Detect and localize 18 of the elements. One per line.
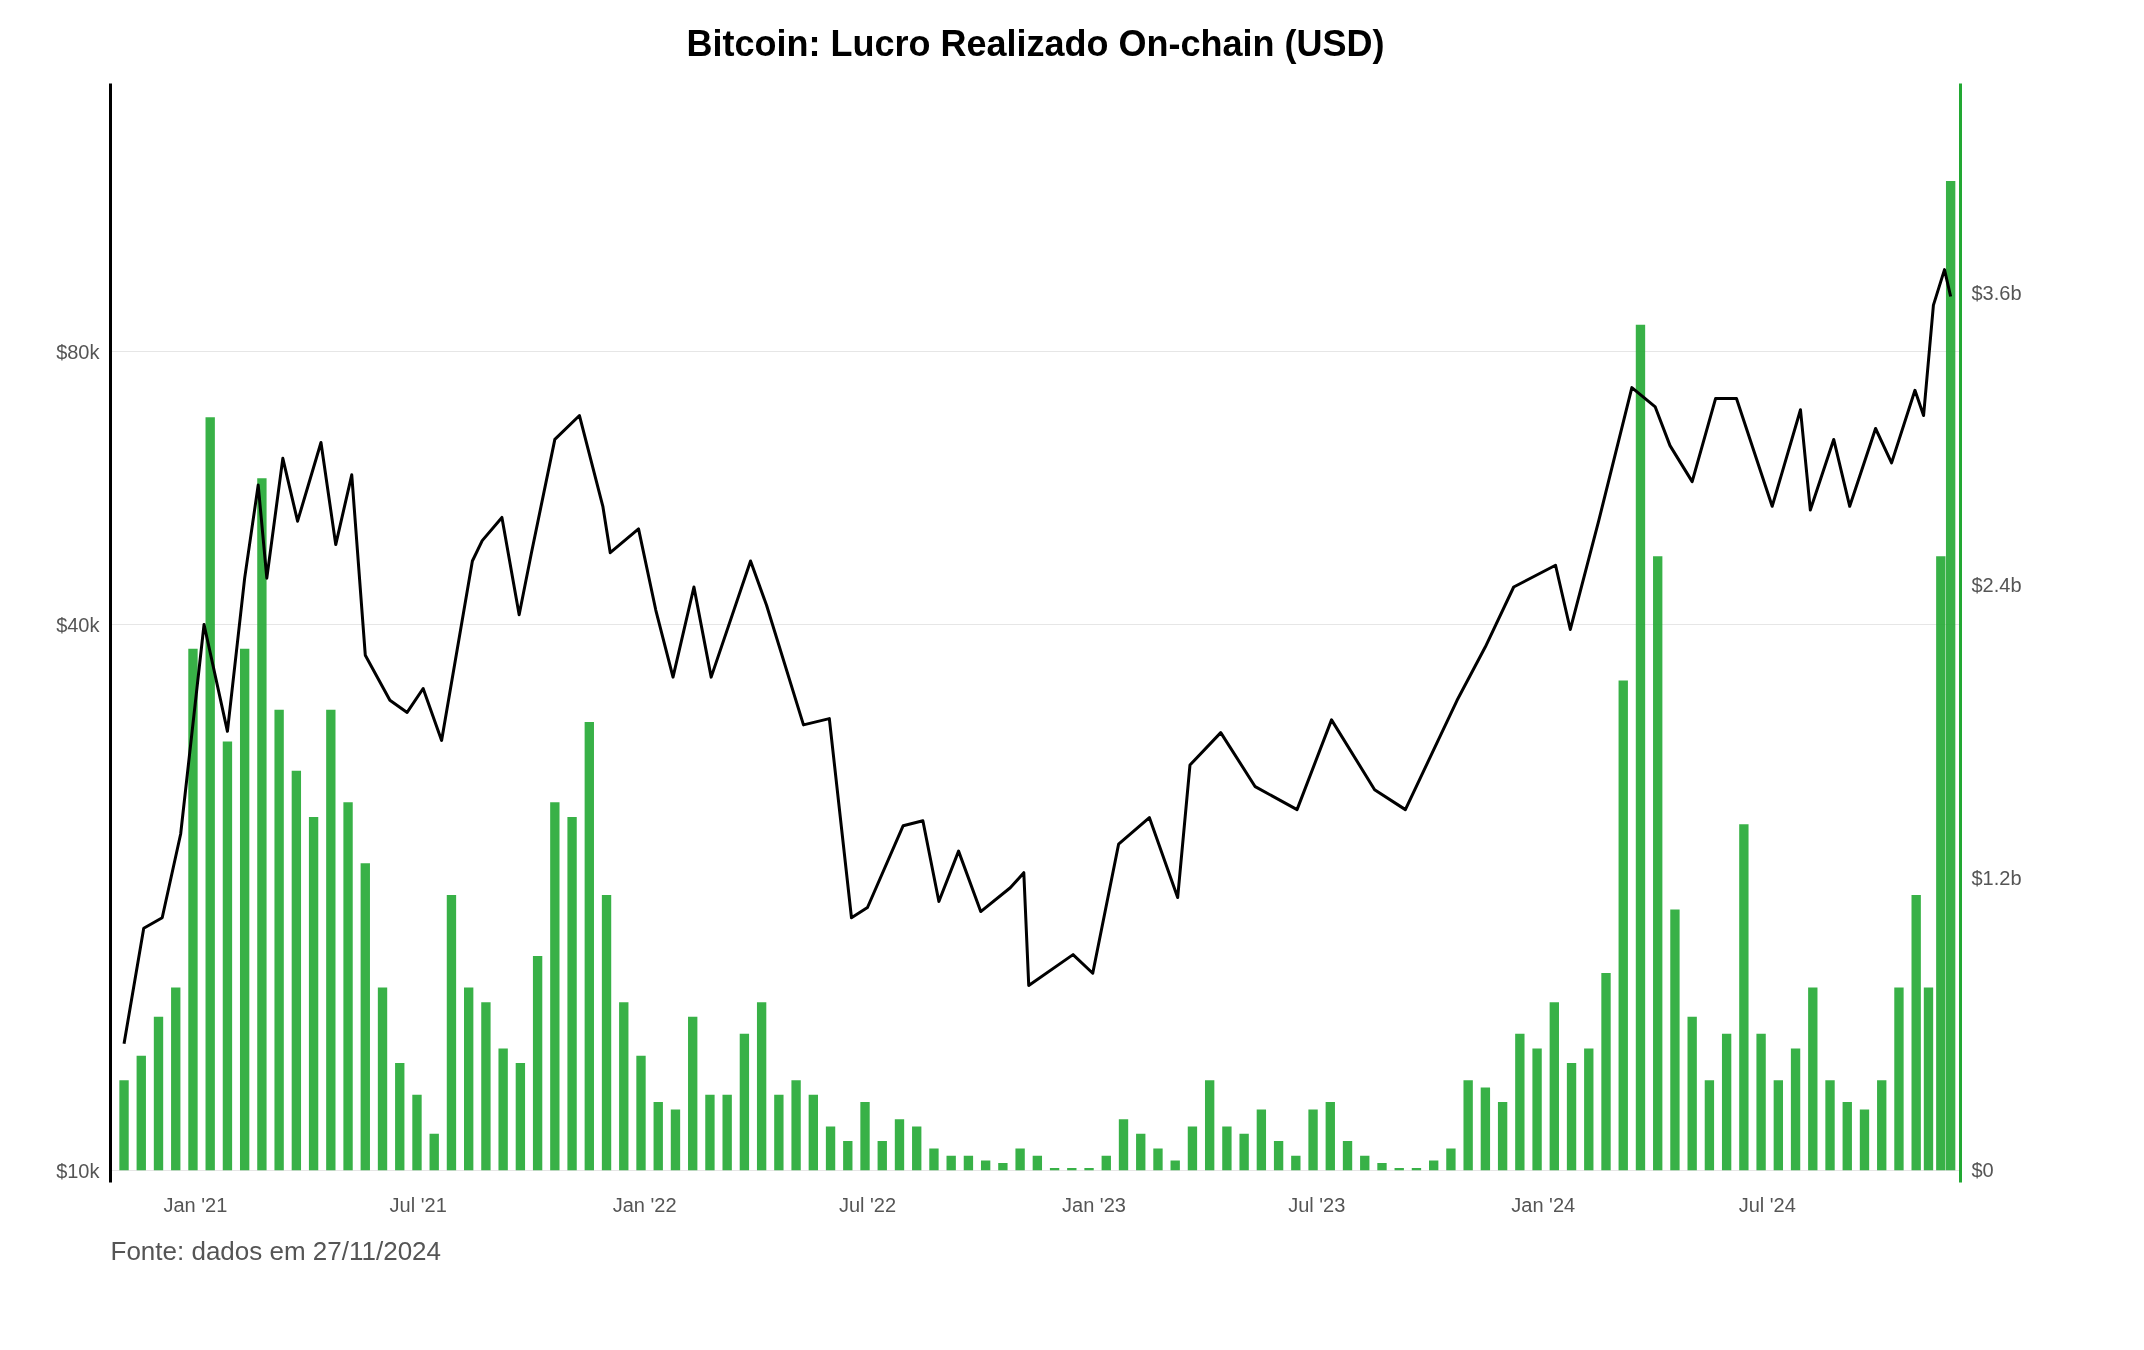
y-tick-label: $40k [56, 613, 101, 636]
y2-tick-label: $1.2b [1971, 866, 2022, 889]
x-tick-label: Jul '21 [389, 1193, 447, 1216]
x-tick-label: Jan '22 [612, 1193, 677, 1216]
x-tick-label: Jul '24 [1738, 1193, 1796, 1216]
source-note: Fonte: dados em 27/11/2024 [110, 1235, 442, 1266]
y-tick-label: $80k [56, 340, 101, 363]
y-tick-label: $10k [56, 1159, 101, 1182]
y2-tick-label: $3.6b [1971, 282, 2022, 305]
line-series [122, 268, 1953, 1046]
x-tick-label: Jan '23 [1062, 1193, 1126, 1216]
x-tick-label: Jul '22 [838, 1193, 897, 1216]
y2-tick-label: $0 [1971, 1159, 1994, 1182]
x-tick-label: Jul '23 [1288, 1193, 1346, 1216]
x-tick-label: Jan '24 [1511, 1193, 1576, 1216]
y2-tick-label: $2.4b [1971, 574, 2022, 597]
x-tick-label: Jan '21 [163, 1193, 228, 1216]
chart-title: Bitcoin: Lucro Realizado On-chain (USD) [686, 22, 1385, 64]
